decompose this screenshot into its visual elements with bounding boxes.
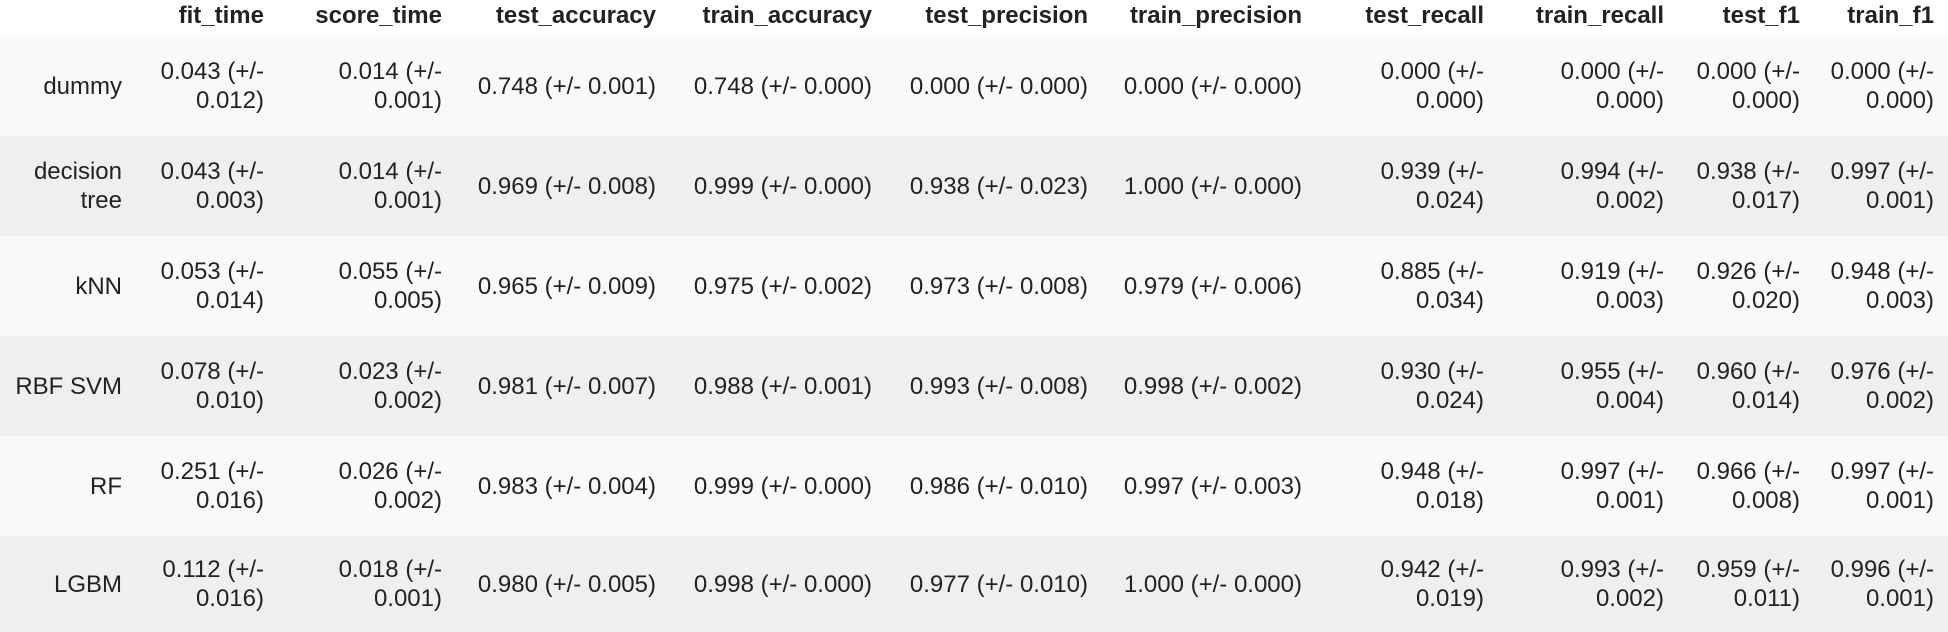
table-cell: 0.026 (+/- 0.002) xyxy=(338,458,442,514)
table-cell: 1.000 (+/- 0.000) xyxy=(1123,172,1302,200)
column-header: fit_time xyxy=(178,2,264,29)
table-cell: 0.993 (+/- 0.008) xyxy=(909,372,1088,400)
table-cell: 0.000 (+/- 0.000) xyxy=(909,72,1088,100)
table-cell: 0.997 (+/- 0.003) xyxy=(1123,472,1302,500)
table-cell: 0.000 (+/- 0.000) xyxy=(1380,58,1484,114)
row-index: LGBM xyxy=(53,570,122,598)
table-cell: 0.965 (+/- 0.009) xyxy=(477,272,656,300)
column-header: test_precision xyxy=(925,2,1088,29)
table-cell: 0.043 (+/- 0.003) xyxy=(160,158,264,214)
table-cell: 0.980 (+/- 0.005) xyxy=(477,570,656,598)
table-cell: 0.000 (+/- 0.000) xyxy=(1560,58,1664,114)
table-cell: 0.938 (+/- 0.017) xyxy=(1696,158,1800,214)
table-cell: 0.981 (+/- 0.007) xyxy=(477,372,656,400)
column-header: test_f1 xyxy=(1722,2,1800,29)
table-cell: 0.885 (+/- 0.034) xyxy=(1380,258,1484,314)
row-index: RF xyxy=(90,472,122,500)
table-header: fit_time score_time test_accuracy train_… xyxy=(0,0,1948,36)
table-cell: 0.251 (+/- 0.016) xyxy=(160,458,264,514)
header-row: fit_time score_time test_accuracy train_… xyxy=(0,0,1948,36)
table-cell: 0.966 (+/- 0.008) xyxy=(1696,458,1800,514)
table-cell: 0.919 (+/- 0.003) xyxy=(1560,258,1664,314)
column-header: score_time xyxy=(315,2,442,29)
table-cell: 0.969 (+/- 0.008) xyxy=(477,172,656,200)
table-cell: 0.000 (+/- 0.000) xyxy=(1123,72,1302,100)
table-cell: 0.996 (+/- 0.001) xyxy=(1830,556,1934,612)
table-cell: 0.960 (+/- 0.014) xyxy=(1696,358,1800,414)
table-cell: 0.053 (+/- 0.014) xyxy=(160,258,264,314)
table-row: dummy 0.043 (+/- 0.012) 0.014 (+/- 0.001… xyxy=(0,36,1948,136)
table-cell: 0.014 (+/- 0.001) xyxy=(338,58,442,114)
table-cell: 0.948 (+/- 0.003) xyxy=(1830,258,1934,314)
row-index: decision tree xyxy=(33,158,122,214)
table-row: decision tree 0.043 (+/- 0.003) 0.014 (+… xyxy=(0,136,1948,236)
table-cell: 0.993 (+/- 0.002) xyxy=(1560,556,1664,612)
table-cell: 0.959 (+/- 0.011) xyxy=(1696,556,1800,612)
table-cell: 0.977 (+/- 0.010) xyxy=(909,570,1088,598)
table-cell: 0.994 (+/- 0.002) xyxy=(1560,158,1664,214)
table-cell: 0.023 (+/- 0.002) xyxy=(338,358,442,414)
table-cell: 0.948 (+/- 0.018) xyxy=(1380,458,1484,514)
table-cell: 0.979 (+/- 0.006) xyxy=(1123,272,1302,300)
table-row: LGBM 0.112 (+/- 0.016) 0.018 (+/- 0.001)… xyxy=(0,536,1948,632)
table-cell: 0.998 (+/- 0.002) xyxy=(1123,372,1302,400)
table-cell: 0.997 (+/- 0.001) xyxy=(1560,458,1664,514)
table-cell: 0.930 (+/- 0.024) xyxy=(1380,358,1484,414)
table-row: RF 0.251 (+/- 0.016) 0.026 (+/- 0.002) 0… xyxy=(0,436,1948,536)
row-index: kNN xyxy=(75,272,122,300)
table-cell: 0.988 (+/- 0.001) xyxy=(693,372,872,400)
table-cell: 0.986 (+/- 0.010) xyxy=(909,472,1088,500)
table-cell: 0.999 (+/- 0.000) xyxy=(693,172,872,200)
table-cell: 0.926 (+/- 0.020) xyxy=(1696,258,1800,314)
table-cell: 0.976 (+/- 0.002) xyxy=(1830,358,1934,414)
column-header: train_recall xyxy=(1535,2,1664,29)
table-cell: 0.939 (+/- 0.024) xyxy=(1380,158,1484,214)
table-row: RBF SVM 0.078 (+/- 0.010) 0.023 (+/- 0.0… xyxy=(0,336,1948,436)
table-cell: 0.014 (+/- 0.001) xyxy=(338,158,442,214)
column-header: test_recall xyxy=(1365,2,1484,29)
index-header xyxy=(0,0,136,36)
table-cell: 0.938 (+/- 0.023) xyxy=(909,172,1088,200)
table-cell: 0.112 (+/- 0.016) xyxy=(162,556,264,612)
table-cell: 0.000 (+/- 0.000) xyxy=(1830,58,1934,114)
table-cell: 0.998 (+/- 0.000) xyxy=(693,570,872,598)
table-body: dummy 0.043 (+/- 0.012) 0.014 (+/- 0.001… xyxy=(0,36,1948,632)
table-row: kNN 0.053 (+/- 0.014) 0.055 (+/- 0.005) … xyxy=(0,236,1948,336)
table-cell: 0.983 (+/- 0.004) xyxy=(477,472,656,500)
column-header: train_precision xyxy=(1129,2,1302,29)
table-cell: 0.997 (+/- 0.001) xyxy=(1830,458,1934,514)
table-cell: 0.748 (+/- 0.000) xyxy=(693,72,872,100)
table-cell: 0.955 (+/- 0.004) xyxy=(1560,358,1664,414)
table-cell: 0.055 (+/- 0.005) xyxy=(338,258,442,314)
row-index: RBF SVM xyxy=(15,372,122,400)
column-header: train_accuracy xyxy=(702,2,872,29)
table-cell: 0.942 (+/- 0.019) xyxy=(1380,556,1484,612)
table-cell: 0.997 (+/- 0.001) xyxy=(1830,158,1934,214)
table-cell: 0.078 (+/- 0.010) xyxy=(160,358,264,414)
table-cell: 0.018 (+/- 0.001) xyxy=(338,556,442,612)
table-cell: 1.000 (+/- 0.000) xyxy=(1123,570,1302,598)
table-cell: 0.043 (+/- 0.012) xyxy=(160,58,264,114)
row-index: dummy xyxy=(43,72,122,100)
table-cell: 0.975 (+/- 0.002) xyxy=(693,272,872,300)
table-cell: 0.748 (+/- 0.001) xyxy=(477,72,656,100)
table-cell: 0.973 (+/- 0.008) xyxy=(909,272,1088,300)
column-header: test_accuracy xyxy=(495,2,656,29)
table-cell: 0.000 (+/- 0.000) xyxy=(1696,58,1800,114)
table-cell: 0.999 (+/- 0.000) xyxy=(693,472,872,500)
column-header: train_f1 xyxy=(1847,2,1934,29)
